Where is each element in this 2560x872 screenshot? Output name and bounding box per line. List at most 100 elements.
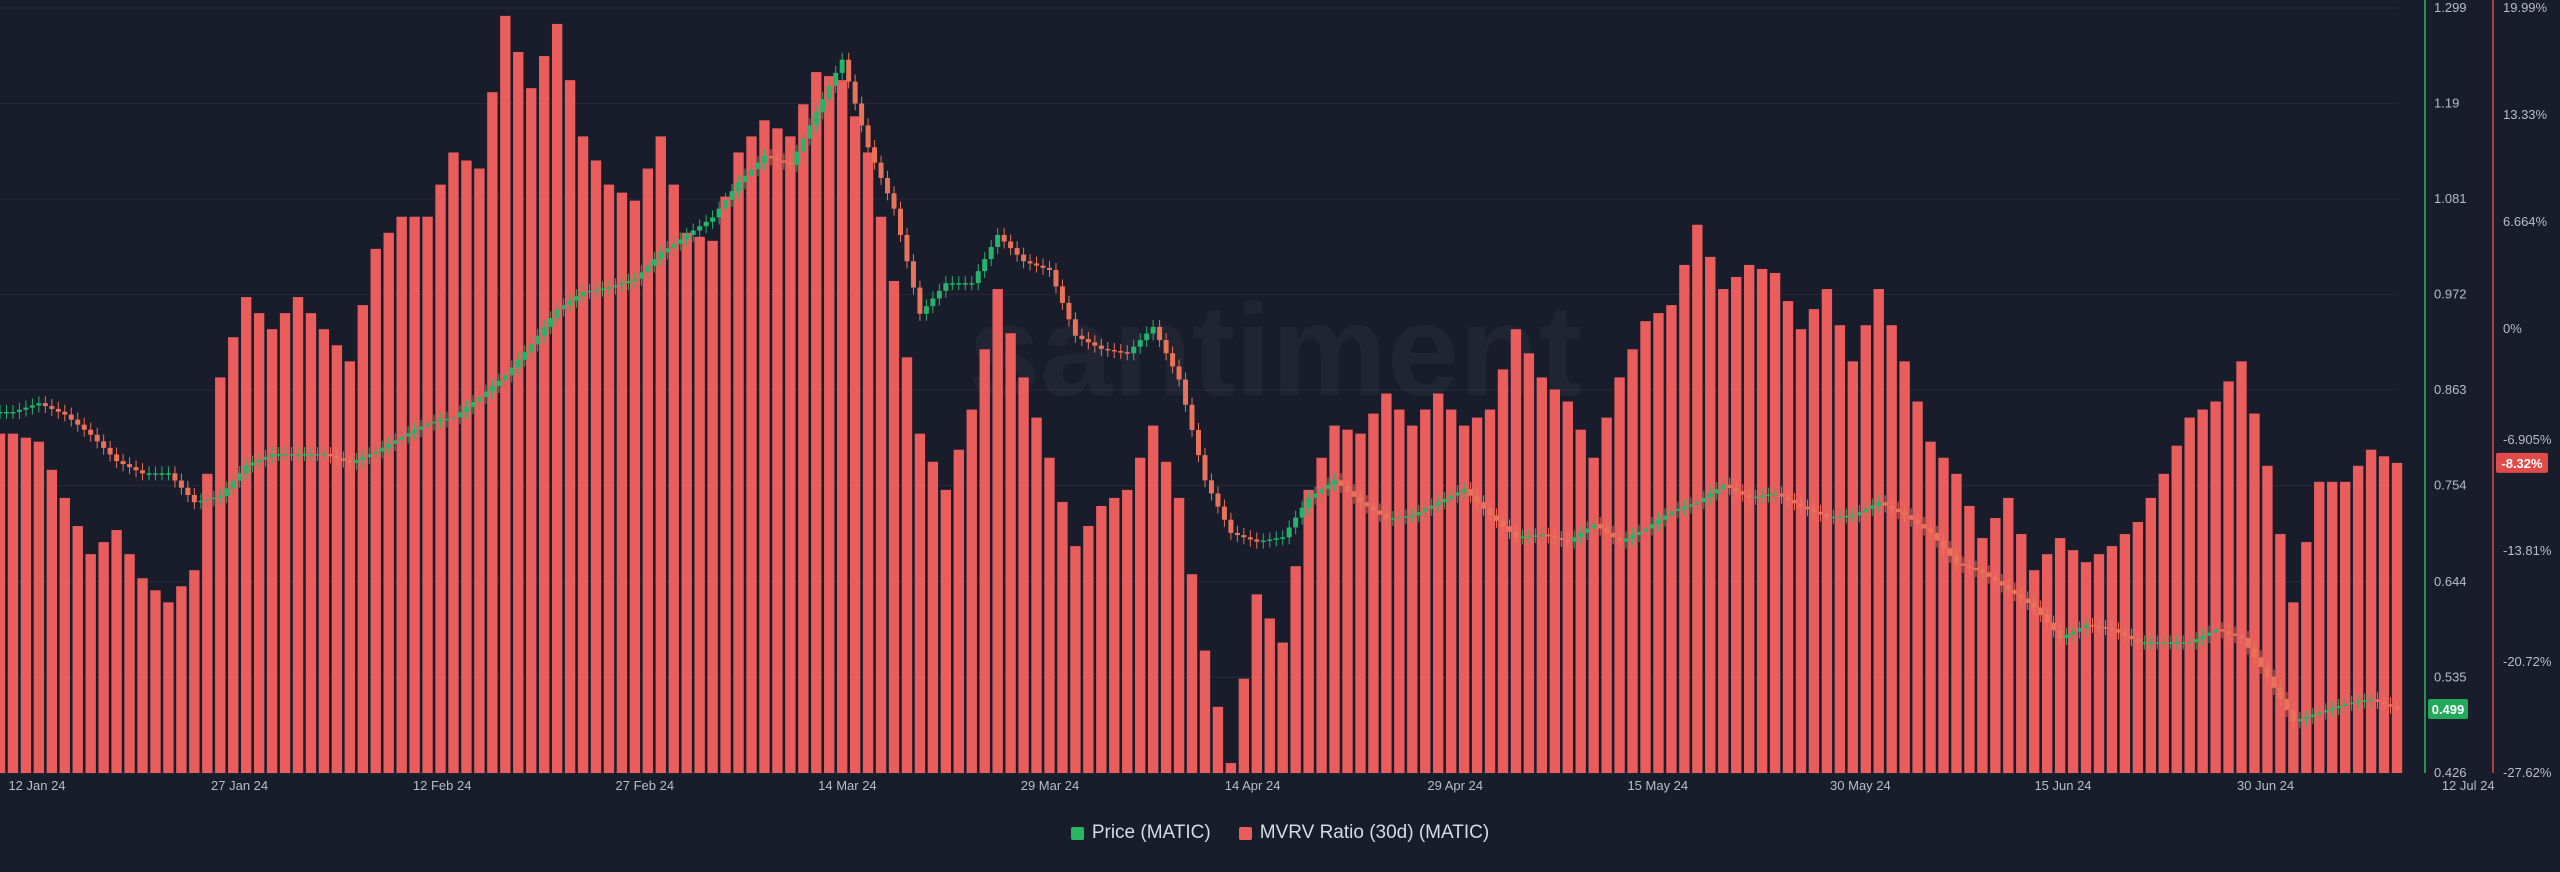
price-candle: [554, 309, 560, 319]
price-candle: [2388, 704, 2394, 707]
price-candle: [2135, 639, 2141, 643]
price-candle: [1053, 270, 1059, 287]
price-candle: [1908, 515, 1914, 520]
price-candle: [1474, 495, 1480, 503]
mvrv-bar: [655, 136, 666, 774]
mvrv-bar: [1199, 650, 1211, 773]
price-candle: [75, 419, 81, 425]
legend-item-mvrv[interactable]: MVRV Ratio (30d) (MATIC): [1238, 822, 1489, 844]
price-candle: [1092, 342, 1098, 346]
price-candle: [1552, 536, 1558, 539]
price-candle: [1254, 539, 1260, 542]
price-candle: [2070, 631, 2076, 635]
price-candle: [2297, 719, 2303, 722]
price-candle: [1681, 506, 1687, 509]
price-candle: [94, 434, 100, 442]
price-candle: [1811, 509, 1817, 512]
mvrv-bar: [1420, 409, 1431, 773]
price-candle: [2284, 698, 2290, 711]
price-candle: [2213, 629, 2219, 633]
price-candle: [1882, 502, 1888, 506]
mvrv-tick-label: 19.99%: [2503, 0, 2548, 15]
price-candle: [872, 147, 878, 163]
x-tick-label: 12 Feb 24: [413, 778, 472, 793]
price-candle: [781, 160, 787, 163]
mvrv-bar: [2106, 546, 2118, 773]
price-candle: [237, 473, 243, 481]
mvrv-bar: [577, 136, 589, 774]
price-candle: [1144, 333, 1150, 341]
price-candle: [1506, 526, 1512, 532]
price-candle: [677, 239, 683, 244]
mvrv-bar: [1705, 256, 1716, 773]
price-candle: [1215, 493, 1221, 507]
price-candle: [1118, 351, 1124, 353]
price-candle: [230, 480, 236, 489]
mvrv-bar: [1549, 389, 1560, 773]
price-candle: [1325, 484, 1331, 490]
price-candle: [1953, 555, 1959, 564]
x-tick-label: 14 Mar 24: [818, 778, 877, 793]
price-candle: [1947, 548, 1953, 556]
price-candle: [392, 440, 398, 444]
price-candle: [1131, 346, 1137, 354]
mvrv-bar: [2378, 456, 2390, 773]
price-candle: [729, 191, 735, 200]
mvrv-bar: [811, 72, 822, 774]
mvrv-bar: [292, 297, 304, 773]
price-candle: [800, 138, 806, 152]
price-candle: [314, 454, 320, 456]
price-candle: [988, 247, 994, 260]
mvrv-bar: [901, 357, 913, 773]
mvrv-bar: [2041, 554, 2053, 773]
mvrv-bar: [1342, 429, 1353, 773]
price-candle: [2329, 708, 2335, 711]
price-candle: [1098, 345, 1104, 349]
mvrv-bar: [33, 441, 45, 773]
mvrv-tick-label: -27.62%: [2503, 765, 2552, 780]
price-candle: [502, 375, 508, 381]
price-candle: [1396, 517, 1402, 519]
price-candle: [2193, 639, 2199, 643]
price-candle: [457, 412, 463, 418]
price-candle: [1001, 234, 1007, 242]
price-candle: [1578, 532, 1584, 538]
mvrv-bar: [1860, 325, 1871, 773]
price-candle: [2303, 716, 2309, 720]
legend-item-price[interactable]: Price (MATIC): [1070, 822, 1211, 844]
price-candle: [282, 454, 288, 456]
mvrv-bar: [1886, 325, 1897, 773]
mvrv-bar: [2275, 534, 2286, 773]
price-candle: [1753, 496, 1759, 499]
price-candle: [619, 283, 625, 286]
price-tick-label: 1.19: [2434, 96, 2459, 111]
price-candle: [2051, 622, 2057, 631]
price-candle: [956, 283, 962, 285]
mvrv-bar: [772, 128, 783, 773]
price-candle: [1824, 514, 1830, 518]
price-candle: [710, 217, 716, 222]
price-candle: [865, 125, 871, 148]
price-candle: [334, 456, 340, 459]
mvrv-bar: [176, 586, 187, 773]
mvrv-bar: [1173, 497, 1185, 773]
x-tick-label: 30 May 24: [1830, 778, 1891, 793]
mvrv-bar: [1523, 353, 1535, 773]
price-candle: [2290, 710, 2296, 722]
mvrv-bar: [1083, 526, 1094, 773]
price-candle: [101, 441, 107, 448]
mvrv-bar: [1147, 425, 1159, 773]
price-candle: [496, 380, 502, 387]
mvrv-bar: [1005, 333, 1016, 773]
price-candle: [470, 402, 476, 408]
price-candle: [2090, 624, 2096, 627]
price-candle: [1364, 502, 1370, 507]
price-candle: [1319, 489, 1325, 494]
price-candle: [716, 208, 722, 218]
price-candle: [2064, 634, 2070, 639]
mvrv-bar: [1109, 497, 1120, 773]
x-tick-label: 12 Jan 24: [8, 778, 65, 793]
price-candle: [1662, 515, 1668, 520]
price-candles: [0, 52, 2400, 729]
